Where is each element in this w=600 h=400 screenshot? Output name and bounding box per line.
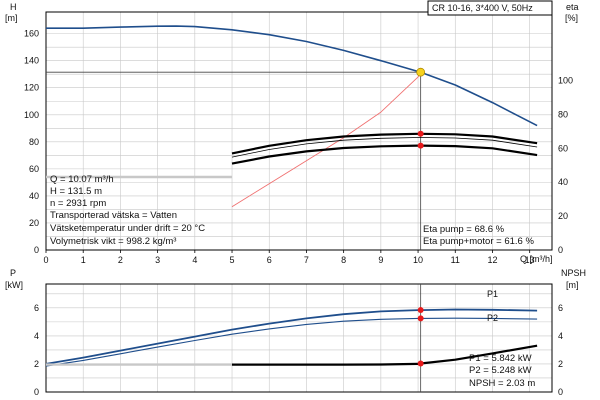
power-marker xyxy=(417,360,424,367)
eta-pump-motor-line: Eta pump+motor = 61.6 % xyxy=(423,236,534,247)
left-tick-label: 80 xyxy=(29,137,39,147)
bottom-right-axis-label: NPSH xyxy=(561,268,586,278)
left-tick-label: 0 xyxy=(34,387,39,397)
eta-pump-inner-line xyxy=(231,137,538,158)
top-series-line-3 xyxy=(231,132,538,155)
info-block: Q = 10.07 m³/h H = 131.5 m n = 2931 rpm … xyxy=(50,174,205,247)
left-tick-label: 160 xyxy=(24,29,39,39)
bottom-series-line-1 xyxy=(45,317,538,367)
bottom-series-line-0 xyxy=(45,308,538,365)
right-tick-label: 40 xyxy=(558,177,568,187)
right-tick-label: 0 xyxy=(558,387,563,397)
eta-pump-line: Eta pump = 68.6 % xyxy=(423,224,505,235)
x-tick-label: 9 xyxy=(378,255,383,265)
eta-marker xyxy=(417,130,424,137)
left-tick-label: 6 xyxy=(34,303,39,313)
info-line: Q = 10.07 m³/h xyxy=(50,174,114,185)
duty-markers xyxy=(416,67,426,367)
left-tick-label: 120 xyxy=(24,83,39,93)
right-tick-label: 6 xyxy=(558,303,563,313)
top-series-group xyxy=(46,25,538,250)
x-tick-label: 1 xyxy=(81,255,86,265)
readout-p1: P1 = 5.842 kW xyxy=(469,353,532,364)
right-tick-label: 80 xyxy=(558,109,568,119)
right-tick-label: 100 xyxy=(558,76,573,86)
left-tick-label: 20 xyxy=(29,218,39,228)
top-left-axis-label: H xyxy=(10,2,17,12)
bottom-plot-frame xyxy=(45,283,553,393)
right-tick-label: 20 xyxy=(558,211,568,221)
right-tick-label: 0 xyxy=(558,245,563,255)
duty-point-marker xyxy=(416,67,426,77)
info-line: H = 131.5 m xyxy=(50,186,102,197)
top-plot-frame xyxy=(45,11,553,251)
p2-curve-label: P2 xyxy=(487,313,498,323)
bottom-left-axis-label: P xyxy=(10,268,16,278)
x-tick-label: 7 xyxy=(304,255,309,265)
x-tick-label: 10 xyxy=(413,255,423,265)
left-tick-label: 0 xyxy=(34,245,39,255)
info-line: Volymetrisk vikt = 998.2 kg/m³ xyxy=(50,236,176,247)
power-marker xyxy=(417,315,424,322)
p1-curve-label: P1 xyxy=(487,289,498,299)
left-tick-label: 40 xyxy=(29,191,39,201)
readout-npsh: NPSH = 2.03 m xyxy=(469,378,535,389)
title-box-text: CR 10-16, 3*400 V, 50Hz xyxy=(432,3,533,13)
right-tick-label: 2 xyxy=(558,359,563,369)
left-tick-label: 2 xyxy=(34,359,39,369)
top-series-line-4 xyxy=(231,144,538,165)
x-tick-label: 4 xyxy=(192,255,197,265)
x-tick-label: 2 xyxy=(118,255,123,265)
x-tick-label: 5 xyxy=(230,255,235,265)
info-line: Vätsketemperatur under drift = 20 °C xyxy=(50,223,205,234)
top-tick-labels: 0 1 2 3 4 5 6 7 8 9 10 11 12 130204060801001201401600… xyxy=(24,29,573,265)
readout-p2: P2 = 5.248 kW xyxy=(469,365,532,376)
title-box-frame xyxy=(427,0,553,16)
top-left-axis-unit: [m] xyxy=(5,13,18,23)
bottom-left-axis-unit: [kW] xyxy=(5,280,23,290)
left-tick-label: 140 xyxy=(24,56,39,66)
x-axis-label: Q [m³/h] xyxy=(520,254,553,264)
bottom-series-line-3 xyxy=(232,344,538,366)
left-tick-label: 100 xyxy=(24,110,39,120)
right-tick-label: 60 xyxy=(558,143,568,153)
bottom-series-group xyxy=(45,284,538,392)
right-tick-label: 4 xyxy=(558,331,563,341)
x-tick-label: 0 xyxy=(43,255,48,265)
bottom-right-axis-unit: [m] xyxy=(566,280,579,290)
x-tick-label: 12 xyxy=(487,255,497,265)
top-series-line-0 xyxy=(46,25,538,127)
eta-block: Eta pump = 68.6 % Eta pump+motor = 61.6 … xyxy=(423,224,534,247)
top-right-axis-label: eta xyxy=(566,2,579,12)
top-right-axis-unit: [%] xyxy=(565,13,578,23)
x-tick-label: 13 xyxy=(525,255,535,265)
x-tick-label: 6 xyxy=(267,255,272,265)
eta-marker xyxy=(417,142,424,149)
power-marker xyxy=(417,307,424,314)
bottom-tick-labels: 0 2 4 6 0 2 4 6 xyxy=(34,303,563,397)
info-line: Transporterad vätska = Vatten xyxy=(50,210,177,221)
top-plot-grid xyxy=(45,12,552,251)
info-line: n = 2931 rpm xyxy=(50,198,106,209)
left-tick-label: 4 xyxy=(34,331,39,341)
left-tick-label: 60 xyxy=(29,164,39,174)
x-tick-label: 3 xyxy=(155,255,160,265)
x-tick-label: 8 xyxy=(341,255,346,265)
x-tick-label: 11 xyxy=(451,255,460,265)
top-series-line-2 xyxy=(231,71,422,208)
